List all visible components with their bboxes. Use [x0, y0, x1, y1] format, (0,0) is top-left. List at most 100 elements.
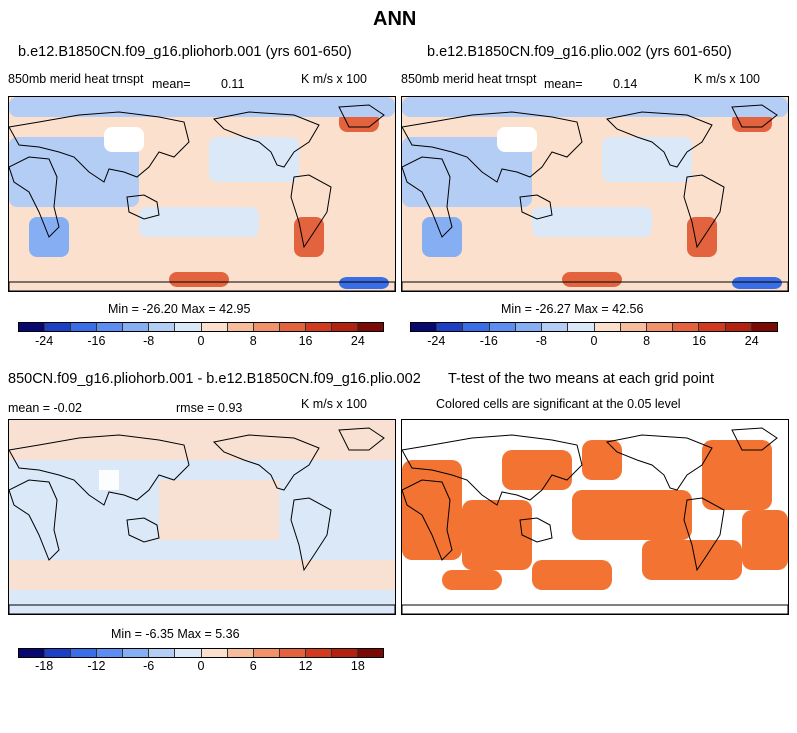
coastline-3-5	[338, 427, 385, 451]
colorbar-swatch	[699, 323, 726, 331]
field-patch-1-0	[9, 137, 139, 207]
panel2-map	[401, 96, 789, 292]
colorbar-swatch	[175, 649, 202, 657]
coastline-3-1	[9, 434, 190, 506]
coastline-4-6	[402, 604, 788, 614]
colorbar-tick-label: 24	[744, 334, 759, 348]
colorbar-swatch	[227, 649, 254, 657]
colorbar-tick-label: -8	[535, 334, 547, 348]
significant-region-4-7	[742, 510, 788, 570]
colorbar-tick-label: 24	[350, 334, 365, 348]
colorbar-swatch	[97, 323, 124, 331]
colorbar-swatch	[175, 323, 202, 331]
panel2-colorbar	[410, 322, 778, 332]
significant-region-4-0	[402, 460, 462, 560]
colorbar-tick-label: 16	[298, 334, 313, 348]
field-patch-1-6	[339, 277, 389, 289]
colorbar-swatch	[568, 323, 595, 331]
colorbar-swatch	[620, 323, 647, 331]
panel3-rmse: rmse = 0.93	[176, 401, 243, 415]
colorbar-swatch	[463, 323, 490, 331]
panel1-min-max: Min = -26.20 Max = 42.95	[108, 302, 251, 316]
colorbar-swatch	[751, 323, 778, 331]
significant-region-4-4	[572, 490, 692, 540]
colorbar-swatch	[253, 649, 280, 657]
coastline-1-6	[9, 281, 395, 291]
coastline-1-3	[212, 111, 320, 168]
colorbar-swatch	[331, 649, 359, 657]
colorbar-swatch	[123, 649, 150, 657]
coastline-4-1	[402, 434, 583, 506]
panel3-mean: mean = -0.02	[8, 401, 83, 415]
field-patch-3-1	[159, 480, 279, 540]
field-patch-1-7	[294, 217, 324, 257]
coastline-2-3	[605, 111, 713, 168]
coastline-3-3	[212, 434, 320, 491]
coastline-2-1	[402, 111, 583, 183]
coastline-4-5	[731, 427, 778, 451]
panel1-title: b.e12.B1850CN.f09_g16.pliohorb.001 (yrs …	[18, 44, 352, 60]
field-patch-2-0	[402, 137, 532, 207]
colorbar-swatch	[725, 323, 752, 331]
coastline-1-2	[126, 194, 160, 220]
field-patch-2-8	[497, 127, 537, 152]
panel2-min-max: Min = -26.27 Max = 42.56	[501, 302, 644, 316]
coastline-2-0	[402, 156, 453, 238]
colorbar-swatch	[71, 649, 98, 657]
panel4-map	[401, 419, 789, 615]
colorbar-swatch	[149, 649, 176, 657]
coastline-4-3	[605, 434, 713, 491]
colorbar-tick-label: -18	[35, 659, 54, 673]
panel3-map	[8, 419, 396, 615]
panel3-map-plot	[9, 420, 395, 614]
coastline-4-2	[519, 517, 553, 543]
colorbar-swatch	[19, 323, 46, 331]
coastline-4-4	[683, 497, 725, 572]
colorbar-swatch	[279, 649, 306, 657]
coastline-1-0	[9, 156, 60, 238]
colorbar-tick-label: -8	[143, 334, 155, 348]
significant-region-4-8	[532, 560, 612, 590]
panel3-min-max: Min = -6.35 Max = 5.36	[111, 627, 240, 641]
panel2-mean-label: mean=	[544, 77, 583, 91]
colorbar-tick-label: 0	[590, 334, 598, 348]
panel2-title: b.e12.B1850CN.f09_g16.plio.002 (yrs 601-…	[427, 44, 732, 60]
colorbar-tick-label: 8	[643, 334, 651, 348]
field-patch-2-5	[562, 272, 622, 287]
colorbar-swatch	[201, 649, 228, 657]
field-patch-1-3	[209, 137, 299, 182]
colorbar-swatch	[45, 323, 72, 331]
colorbar-swatch	[358, 323, 384, 331]
colorbar-tick-label: 8	[249, 334, 257, 348]
panel1-map-plot	[9, 97, 395, 291]
coastline-2-2	[519, 194, 553, 220]
colorbar-tick-label: 12	[298, 659, 313, 673]
field-patch-1-5	[169, 272, 229, 287]
panel2-map-plot	[402, 97, 788, 291]
panel3-title: 850CN.f09_g16.pliohorb.001 - b.e12.B1850…	[8, 371, 421, 387]
field-patch-3-0	[9, 420, 395, 460]
colorbar-swatch	[542, 323, 569, 331]
colorbar-swatch	[45, 649, 72, 657]
panel2-units: K m/s x 100	[694, 72, 760, 86]
colorbar-swatch	[97, 649, 124, 657]
colorbar-tick-label: -16	[87, 334, 106, 348]
panel1-mean-label: mean=	[152, 77, 191, 91]
colorbar-swatch	[411, 323, 438, 331]
coastline-2-4	[683, 174, 725, 249]
panel1-variable: 850mb merid heat trnspt	[8, 72, 144, 86]
colorbar-swatch	[201, 323, 228, 331]
panel4-map-plot	[402, 420, 788, 614]
panel1-mean-value: 0.11	[221, 77, 245, 91]
colorbar-swatch	[331, 323, 359, 331]
colorbar-swatch	[594, 323, 621, 331]
panel3-units: K m/s x 100	[301, 397, 367, 411]
colorbar-swatch	[19, 649, 46, 657]
panel4-subtitle: Colored cells are significant at the 0.0…	[436, 397, 681, 411]
panel1-units: K m/s x 100	[301, 72, 367, 86]
colorbar-tick-label: 18	[350, 659, 365, 673]
colorbar-tick-label: 16	[692, 334, 707, 348]
colorbar-swatch	[123, 323, 150, 331]
significant-region-4-6	[702, 440, 772, 510]
field-patch-1-9	[9, 97, 395, 117]
